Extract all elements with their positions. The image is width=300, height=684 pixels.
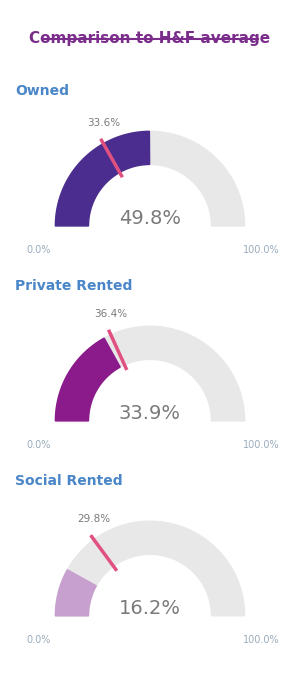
Text: Private Rented: Private Rented (15, 279, 132, 293)
Polygon shape (56, 570, 96, 616)
Text: 33.9%: 33.9% (119, 404, 181, 423)
Text: 0.0%: 0.0% (26, 635, 50, 645)
Text: 49.8%: 49.8% (119, 209, 181, 228)
Text: 100.0%: 100.0% (243, 245, 280, 255)
Text: 0.0%: 0.0% (26, 440, 50, 450)
Polygon shape (56, 521, 244, 616)
Text: Social Rented: Social Rented (15, 474, 123, 488)
Text: 29.8%: 29.8% (77, 514, 110, 523)
Text: Owned: Owned (15, 84, 69, 98)
Polygon shape (56, 338, 120, 421)
Text: 36.4%: 36.4% (94, 308, 128, 319)
Polygon shape (56, 326, 244, 421)
Text: 100.0%: 100.0% (243, 440, 280, 450)
Text: 33.6%: 33.6% (87, 118, 120, 127)
Text: 0.0%: 0.0% (26, 245, 50, 255)
Polygon shape (56, 131, 150, 226)
Text: Comparison to H&F average: Comparison to H&F average (29, 31, 271, 46)
Polygon shape (56, 131, 244, 226)
Text: 16.2%: 16.2% (119, 598, 181, 618)
Text: 100.0%: 100.0% (243, 635, 280, 645)
